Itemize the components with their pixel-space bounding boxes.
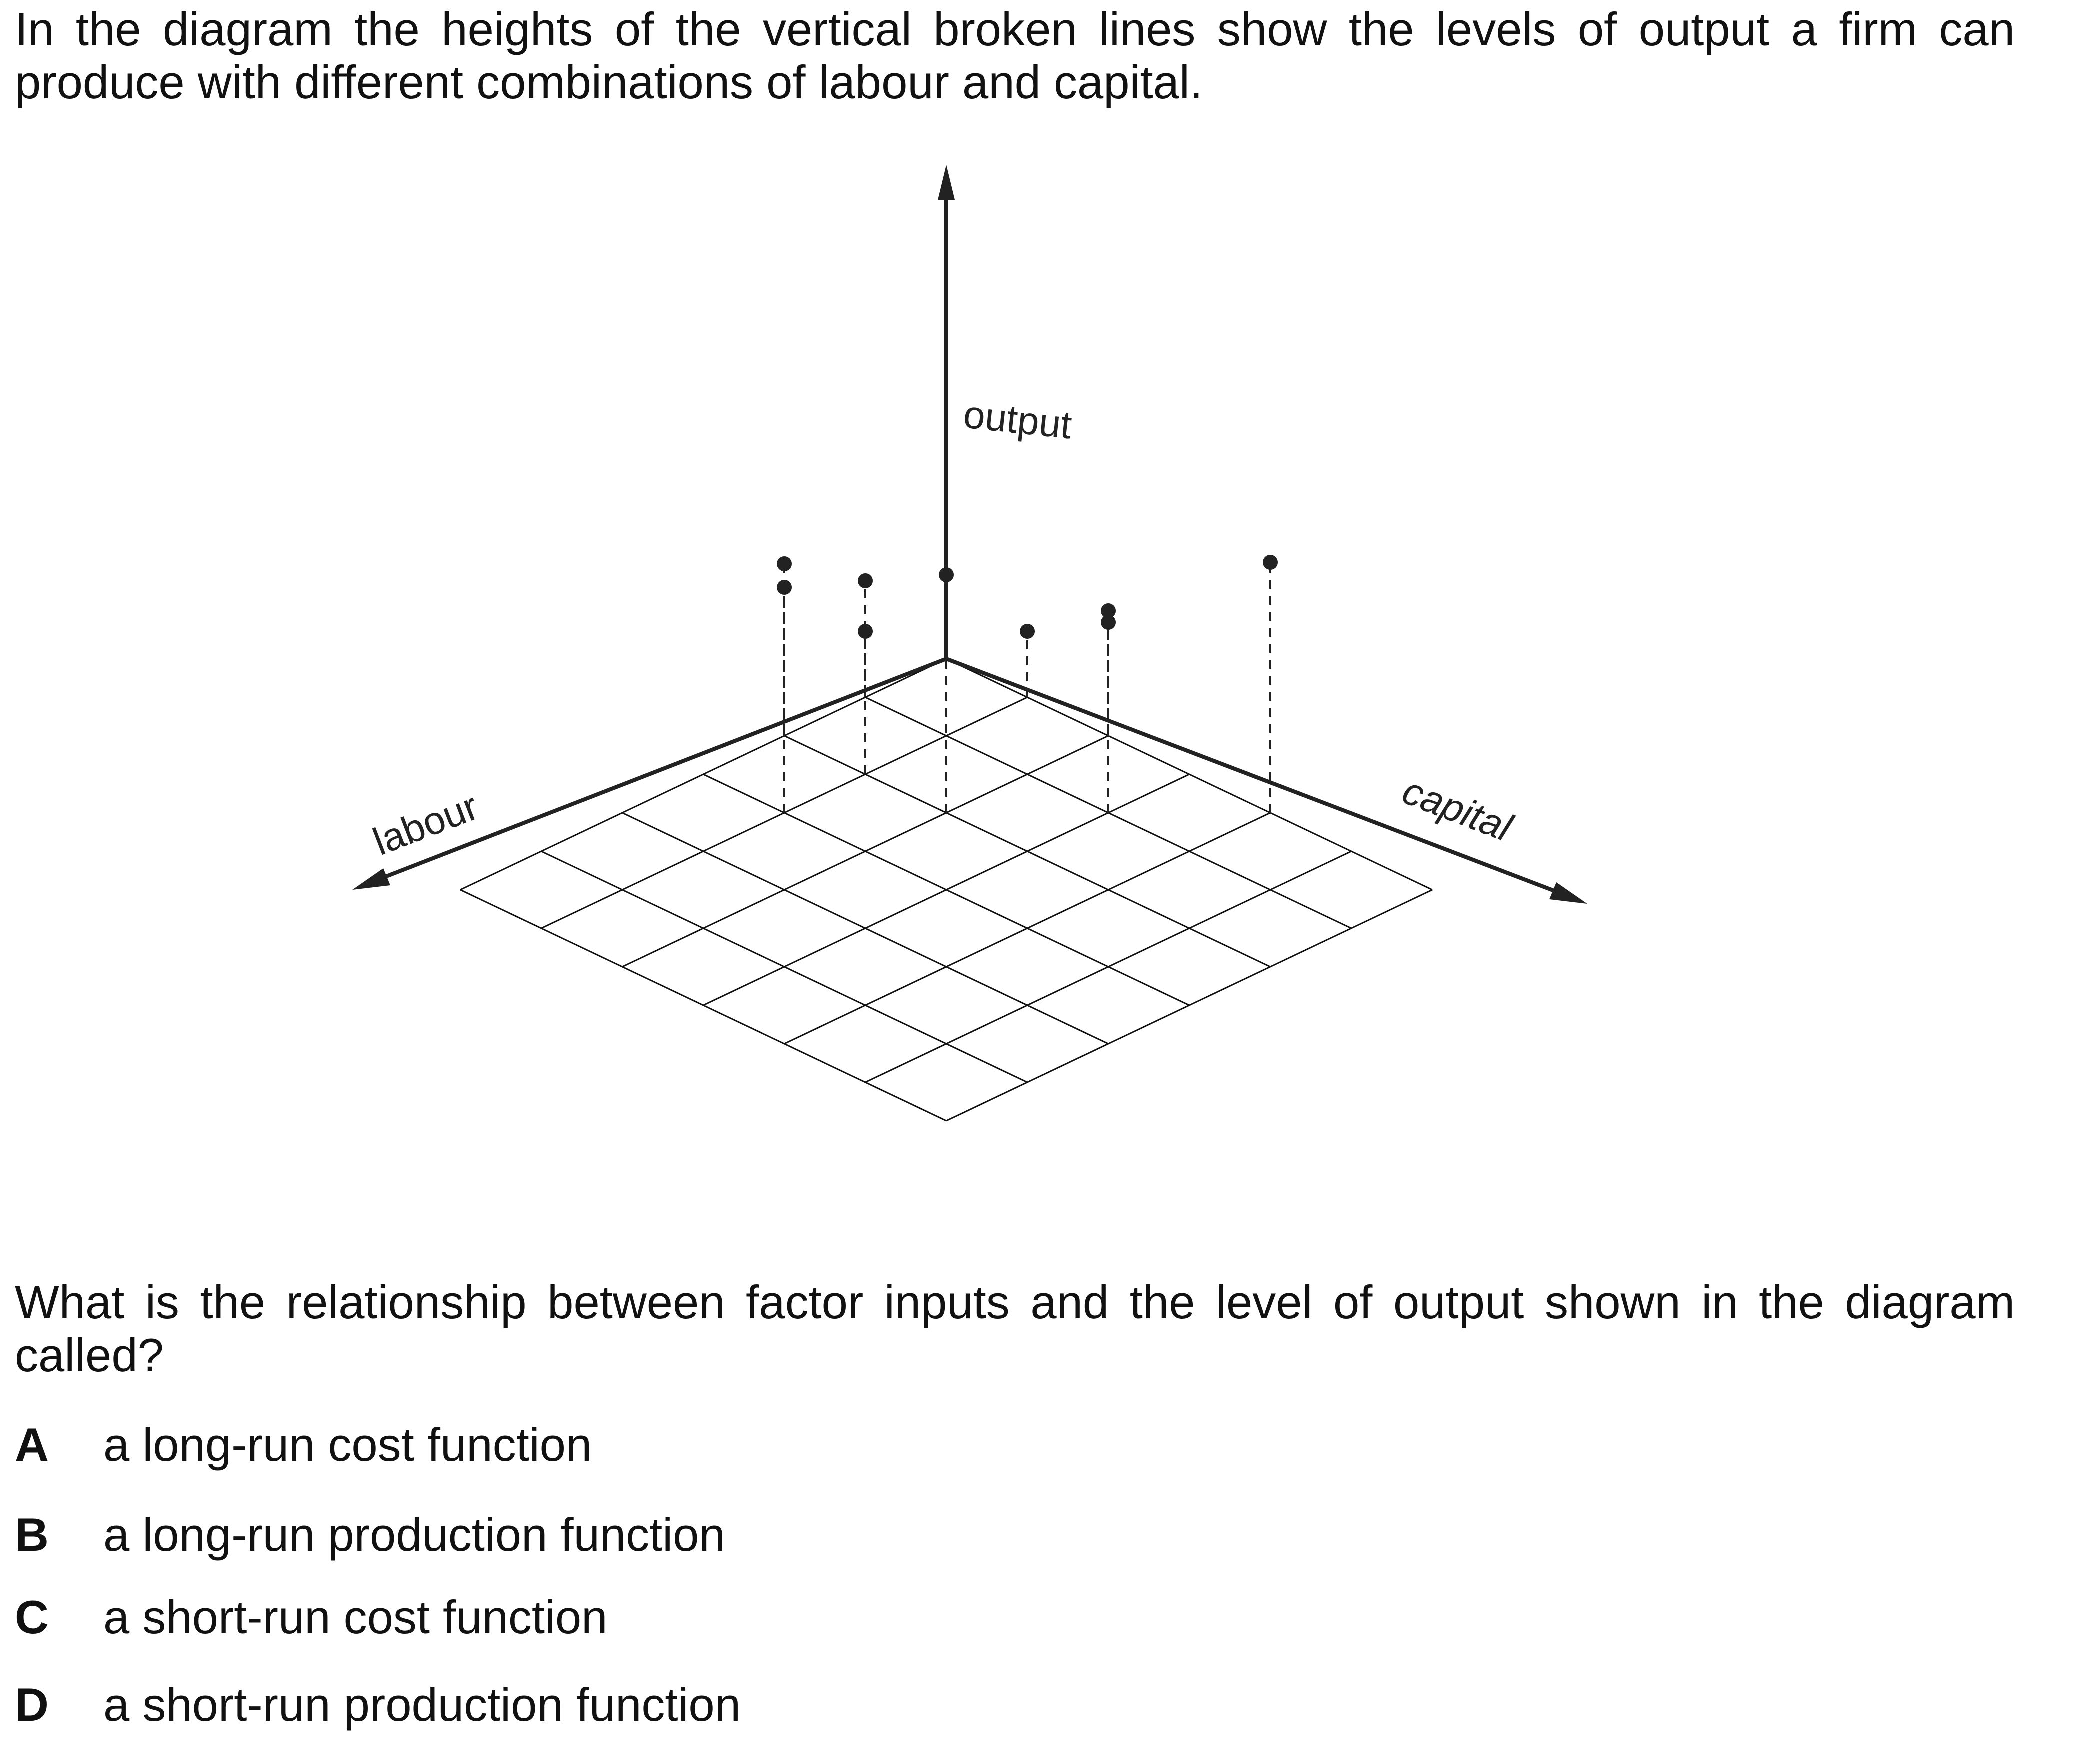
axes bbox=[352, 165, 1587, 904]
option-letter: B bbox=[15, 1508, 49, 1561]
capital-axis bbox=[945, 657, 1568, 898]
option-text: a long-run cost function bbox=[103, 1418, 592, 1471]
labour-axis-arrowhead bbox=[352, 868, 390, 890]
labour-axis bbox=[371, 657, 947, 884]
option-b[interactable]: B a long-run production function bbox=[15, 1507, 1015, 1562]
output-point-marker bbox=[1020, 624, 1035, 639]
capital-axis-arrowhead bbox=[1549, 882, 1587, 904]
output-point-marker bbox=[1263, 555, 1278, 570]
labour-axis-label: labour bbox=[367, 784, 484, 864]
grid-line bbox=[460, 889, 947, 1122]
grid-line bbox=[865, 850, 1352, 1083]
option-text: a long-run production function bbox=[103, 1508, 725, 1561]
grid-line bbox=[946, 889, 1433, 1122]
output-point-marker bbox=[777, 556, 792, 571]
option-letter: C bbox=[15, 1591, 49, 1643]
output-axis-label: output bbox=[961, 392, 1074, 447]
option-letter: A bbox=[15, 1418, 49, 1471]
output-point-marker bbox=[858, 624, 873, 639]
output-point-marker bbox=[1101, 603, 1116, 618]
question-intro: In the diagram the heights of the vertic… bbox=[15, 3, 2015, 108]
output-axis-arrowhead bbox=[938, 165, 955, 200]
option-letter: D bbox=[15, 1678, 49, 1731]
production-function-diagram: output labour capital bbox=[352, 165, 1587, 1122]
option-c[interactable]: C a short-run cost function bbox=[15, 1590, 1015, 1645]
output-point-marker bbox=[1101, 615, 1116, 630]
option-a[interactable]: A a long-run cost function bbox=[15, 1417, 1015, 1472]
output-point-marker bbox=[858, 573, 873, 588]
option-text: a short-run production function bbox=[103, 1678, 741, 1731]
question-prompt: What is the relationship between factor … bbox=[15, 1276, 2015, 1381]
option-text: a short-run cost function bbox=[103, 1591, 608, 1643]
option-d[interactable]: D a short-run production function bbox=[15, 1677, 1015, 1732]
